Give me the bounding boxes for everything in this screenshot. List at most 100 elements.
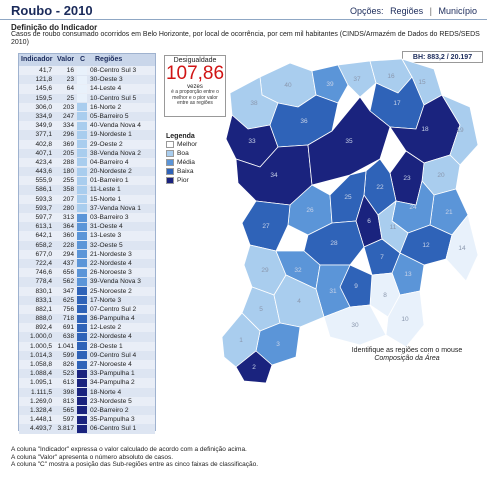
table-row[interactable]: 555,9 255 01-Barreiro 1 bbox=[19, 176, 155, 185]
cell-valor: 3.817 bbox=[57, 425, 74, 433]
table-row[interactable]: 334,9 247 05-Barreiro 5 bbox=[19, 111, 155, 122]
cell-regiao: 13-Leste 3 bbox=[90, 232, 122, 240]
col-regioes[interactable]: Regiões bbox=[95, 56, 123, 63]
table-row[interactable]: 882,1 756 07-Centro Sul 2 bbox=[19, 305, 155, 314]
table-row[interactable]: 1.000,0 638 22-Nordeste 4 bbox=[19, 332, 155, 342]
cell-valor: 228 bbox=[62, 241, 74, 249]
map-region-37[interactable] bbox=[337, 60, 377, 98]
table-row[interactable]: 4.493,7 3.817 06-Centro Sul 1 bbox=[19, 424, 155, 434]
cell-valor: 280 bbox=[62, 204, 74, 212]
table-row[interactable]: 407,1 205 38-Venda Nova 2 bbox=[19, 148, 155, 158]
table-row[interactable]: 746,6 656 26-Noroeste 3 bbox=[19, 268, 155, 277]
table-row[interactable]: 443,6 180 20-Nordeste 2 bbox=[19, 167, 155, 177]
cell-regiao: 39-Venda Nova 3 bbox=[90, 278, 141, 286]
table-row[interactable]: 888,0 718 36-Pampulha 4 bbox=[19, 314, 155, 324]
map-region-label: 34 bbox=[270, 172, 278, 179]
table-row[interactable]: 377,1 296 19-Nordeste 1 bbox=[19, 130, 155, 140]
table-row[interactable]: 1.328,4 565 02-Barreiro 2 bbox=[19, 405, 155, 416]
map-region-label: 38 bbox=[250, 100, 258, 107]
map-note-link[interactable]: Composição da Área bbox=[374, 355, 440, 362]
cell-class-swatch bbox=[77, 332, 87, 341]
table-row[interactable]: 593,3 207 15-Norte 1 bbox=[19, 195, 155, 204]
options-bar: Opções: Regiões | Município bbox=[348, 6, 479, 16]
table-row[interactable]: 159,5 25 10-Centro Sul 5 bbox=[19, 93, 155, 103]
table-row[interactable]: 593,7 280 37-Venda Nova 1 bbox=[19, 203, 155, 213]
cell-indicador: 1.000,0 bbox=[30, 333, 52, 341]
link-municipio[interactable]: Município bbox=[438, 6, 477, 16]
cell-class-swatch bbox=[77, 250, 87, 259]
cell-regiao: 15-Norte 1 bbox=[90, 195, 122, 203]
table-row[interactable]: 1.269,0 813 23-Nordeste 5 bbox=[19, 397, 155, 406]
table-row[interactable]: 677,0 294 21-Nordeste 3 bbox=[19, 250, 155, 259]
table-row[interactable]: 613,1 364 31-Oeste 4 bbox=[19, 222, 155, 232]
cell-regiao: 17-Norte 3 bbox=[90, 296, 122, 304]
table-row[interactable]: 778,4 562 39-Venda Nova 3 bbox=[19, 277, 155, 287]
map-region-14[interactable] bbox=[445, 214, 479, 282]
desigualdade-unit: vezes bbox=[187, 84, 203, 90]
table-row[interactable]: 658,2 228 32-Oeste 5 bbox=[19, 240, 155, 250]
map-region-label: 31 bbox=[329, 288, 337, 295]
cell-indicador: 349,9 bbox=[35, 122, 52, 130]
cell-regiao: 35-Pampulha 3 bbox=[90, 416, 135, 424]
col-indicador[interactable]: Indicador bbox=[21, 56, 53, 63]
map-region-label: 13 bbox=[404, 271, 412, 278]
bh-summary-box: BH: 883,2 / 20.197 bbox=[402, 51, 483, 63]
table-row[interactable]: 1.014,3 599 09-Centro Sul 4 bbox=[19, 350, 155, 360]
map-region-7[interactable] bbox=[363, 238, 401, 276]
link-regioes[interactable]: Regiões bbox=[390, 6, 424, 16]
table-row[interactable]: 41,7 16 08-Centro Sul 3 bbox=[19, 66, 155, 75]
cell-valor: 64 bbox=[66, 85, 74, 93]
table-row[interactable]: 423,4 288 04-Barreiro 4 bbox=[19, 158, 155, 167]
page-title: Roubo - 2010 bbox=[11, 3, 93, 18]
cell-regiao: 14-Leste 4 bbox=[90, 85, 122, 93]
table-row[interactable]: 306,0 203 16-Norte 2 bbox=[19, 103, 155, 112]
cell-indicador: 1.000,5 bbox=[30, 342, 52, 350]
cell-class-swatch bbox=[77, 314, 87, 323]
map-region-label: 39 bbox=[326, 81, 334, 88]
table-row[interactable]: 722,4 437 22-Nordeste 4 bbox=[19, 258, 155, 269]
legend-label: Pior bbox=[177, 177, 189, 184]
cell-regiao: 07-Centro Sul 2 bbox=[90, 305, 137, 313]
map-region-label: 3 bbox=[276, 341, 280, 348]
map-region-label: 2 bbox=[252, 364, 256, 371]
table-row[interactable]: 145,6 64 14-Leste 4 bbox=[19, 84, 155, 93]
cell-indicador: 658,2 bbox=[35, 241, 52, 249]
table-row[interactable]: 1.058,8 826 27-Noroeste 4 bbox=[19, 360, 155, 369]
cell-indicador: 555,9 bbox=[35, 177, 52, 185]
table-row[interactable]: 402,8 369 29-Oeste 2 bbox=[19, 140, 155, 149]
table-row[interactable]: 892,4 691 12-Leste 2 bbox=[19, 323, 155, 332]
table-row[interactable]: 597,7 313 03-Barreiro 3 bbox=[19, 213, 155, 222]
table-row[interactable]: 833,1 625 17-Norte 3 bbox=[19, 295, 155, 305]
footer-line-2: A coluna "Valor" apresenta o número abso… bbox=[11, 453, 174, 461]
cell-class-swatch bbox=[77, 222, 87, 231]
cell-indicador: 677,0 bbox=[35, 250, 52, 258]
cell-regiao: 10-Centro Sul 5 bbox=[90, 94, 137, 102]
definition-heading: Definição do Indicador bbox=[11, 23, 98, 32]
table-row[interactable]: 1.088,4 523 33-Pampulha 1 bbox=[19, 369, 155, 379]
table-row[interactable]: 830,1 347 25-Noroeste 2 bbox=[19, 287, 155, 296]
cell-class-swatch bbox=[77, 213, 87, 222]
table-row[interactable]: 586,1 358 11-Leste 1 bbox=[19, 185, 155, 195]
col-valor[interactable]: Valor bbox=[57, 56, 75, 63]
cell-valor: 207 bbox=[62, 195, 74, 203]
map-region-2[interactable] bbox=[235, 350, 273, 384]
desigualdade-note: é a proporção entre o melhor e o pior va… bbox=[171, 89, 219, 106]
table-row[interactable]: 642,1 360 13-Leste 3 bbox=[19, 231, 155, 240]
table-row[interactable]: 1.111,5 398 18-Norte 4 bbox=[19, 387, 155, 397]
cell-regiao: 31-Oeste 4 bbox=[90, 223, 123, 231]
table-row[interactable]: 1.448,1 597 35-Pampulha 3 bbox=[19, 415, 155, 424]
table-row[interactable]: 121,8 23 30-Oeste 3 bbox=[19, 75, 155, 85]
cell-regiao: 37-Venda Nova 1 bbox=[90, 204, 141, 212]
region-map[interactable]: 3833401619343517182023242122361527262528… bbox=[220, 55, 482, 385]
table-row[interactable]: 349,9 334 40-Venda Nova 4 bbox=[19, 121, 155, 130]
table-row[interactable]: 1.000,5 1.041 28-Oeste 1 bbox=[19, 342, 155, 351]
table-row[interactable]: 1.095,1 613 34-Pampulha 2 bbox=[19, 378, 155, 387]
col-c[interactable]: C bbox=[80, 56, 86, 63]
cell-valor: 523 bbox=[62, 370, 74, 378]
cell-class-swatch bbox=[77, 424, 87, 433]
map-region-39[interactable] bbox=[311, 64, 349, 104]
map-region-30[interactable] bbox=[323, 304, 387, 346]
map-note-line1: Identifique as regiões com o mouse bbox=[351, 347, 463, 354]
cell-class-swatch bbox=[77, 84, 87, 93]
cell-class-swatch bbox=[77, 121, 87, 130]
